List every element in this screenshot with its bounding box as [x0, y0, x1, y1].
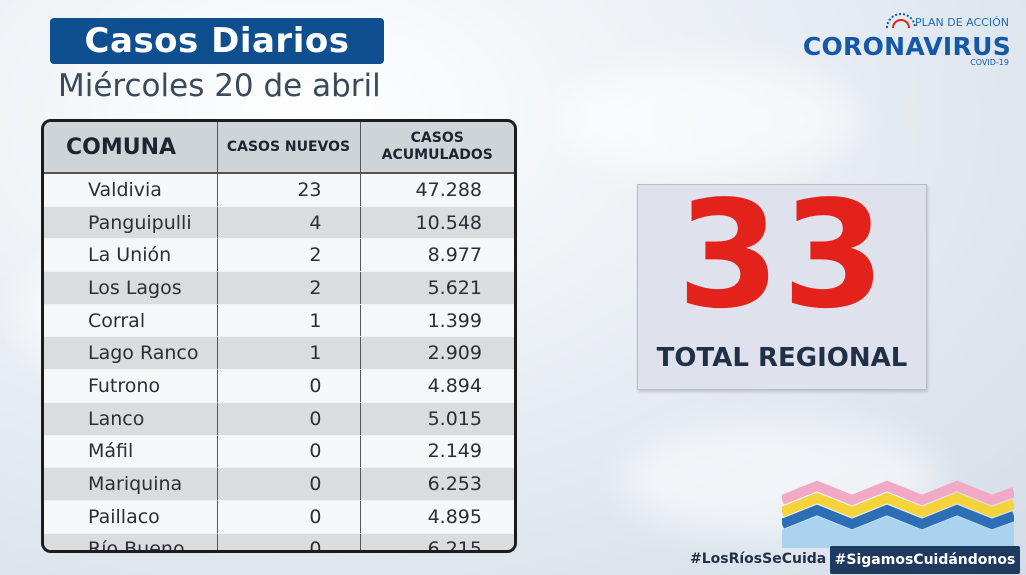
nuevos-cell: 0 [217, 435, 361, 469]
nuevos-cell: 23 [217, 173, 361, 207]
nuevos-cell: 2 [217, 271, 361, 305]
acumulados-cell: 5.621 [360, 271, 514, 305]
acumulados-cell: 8.977 [360, 238, 514, 273]
header-acumulados-line1: CASOS [410, 130, 464, 146]
comuna-cell: Lago Ranco [44, 336, 218, 371]
comuna-cell: Mariquina [44, 467, 218, 501]
logo-covid-text: COVID-19 [970, 58, 1009, 67]
comuna-cell: La Unión [44, 238, 218, 273]
nuevos-cell: 0 [217, 500, 361, 534]
date-subtitle: Miércoles 20 de abril [58, 68, 381, 104]
hashtag-sigamos: #SigamosCuidándonos [830, 546, 1020, 574]
acumulados-cell: 5.015 [360, 402, 514, 436]
acumulados-cell: 6.253 [360, 467, 514, 501]
table-row: Valdivia 23 47.288 [44, 173, 514, 207]
comuna-cell: Lanco [44, 402, 218, 436]
background-cloud [560, 60, 860, 180]
total-regional-label: TOTAL REGIONAL [656, 343, 908, 373]
total-regional-card: 33 TOTAL REGIONAL [637, 175, 927, 390]
table-row: Río Bueno 0 6.215 [44, 533, 514, 550]
table-row: Mariquina 0 6.253 [44, 467, 514, 501]
comuna-cell: Panguipulli [44, 206, 218, 240]
table-row: Paillaco 0 4.895 [44, 500, 514, 534]
comuna-cell: Río Bueno [44, 533, 218, 550]
hashtag-los-rios: #LosRíosSeCuida [690, 551, 827, 567]
acumulados-cell: 2.909 [360, 336, 514, 371]
logo-plan-text: PLAN DE ACCIÓN [914, 16, 1009, 29]
nuevos-cell: 0 [217, 467, 361, 501]
nuevos-cell: 1 [217, 336, 361, 371]
table-row: Lanco 0 5.015 [44, 402, 514, 436]
table-row: Máfil 0 2.149 [44, 435, 514, 469]
comuna-cell: Paillaco [44, 500, 218, 534]
nuevos-cell: 4 [217, 206, 361, 240]
acumulados-cell: 2.149 [360, 435, 514, 469]
nuevos-cell: 1 [217, 304, 361, 338]
nuevos-cell: 0 [217, 533, 361, 550]
sun-emblem-icon [886, 13, 916, 29]
acumulados-cell: 1.399 [360, 304, 514, 338]
logo-main-text: CORONAVIRUS [802, 32, 1011, 61]
comuna-cell: Valdivia [44, 173, 218, 207]
cases-table: COMUNA CASOS NUEVOS CASOS ACUMULADOS Val… [41, 119, 517, 553]
table-row: Panguipulli 4 10.548 [44, 206, 514, 240]
table-row: La Unión 2 8.977 [44, 238, 514, 273]
table-row: Futrono 0 4.894 [44, 369, 514, 403]
comuna-cell: Futrono [44, 369, 218, 403]
page-title: Casos Diarios [50, 18, 384, 64]
header-comuna: COMUNA [44, 122, 218, 174]
comuna-cell: Máfil [44, 435, 218, 469]
table-row: Lago Ranco 1 2.909 [44, 336, 514, 371]
acumulados-cell: 6.215 [360, 533, 514, 550]
coronavirus-logo: PLAN DE ACCIÓN CORONAVIRUS COVID-19 [803, 10, 1015, 70]
header-casos-acumulados: CASOS ACUMULADOS [360, 122, 514, 174]
nuevos-cell: 0 [217, 369, 361, 403]
acumulados-cell: 47.288 [360, 173, 514, 207]
nuevos-cell: 0 [217, 402, 361, 436]
header-acumulados-line2: ACUMULADOS [381, 147, 493, 163]
comuna-cell: Los Lagos [44, 271, 218, 305]
comuna-cell: Corral [44, 304, 218, 338]
zigzag-waves-icon [782, 480, 1014, 548]
table-row: Los Lagos 2 5.621 [44, 271, 514, 305]
acumulados-cell: 10.548 [360, 206, 514, 240]
acumulados-cell: 4.894 [360, 369, 514, 403]
nuevos-cell: 2 [217, 238, 361, 273]
header-casos-nuevos: CASOS NUEVOS [217, 122, 361, 174]
total-regional-value: 33 [677, 169, 887, 341]
acumulados-cell: 4.895 [360, 500, 514, 534]
table-row: Corral 1 1.399 [44, 304, 514, 338]
